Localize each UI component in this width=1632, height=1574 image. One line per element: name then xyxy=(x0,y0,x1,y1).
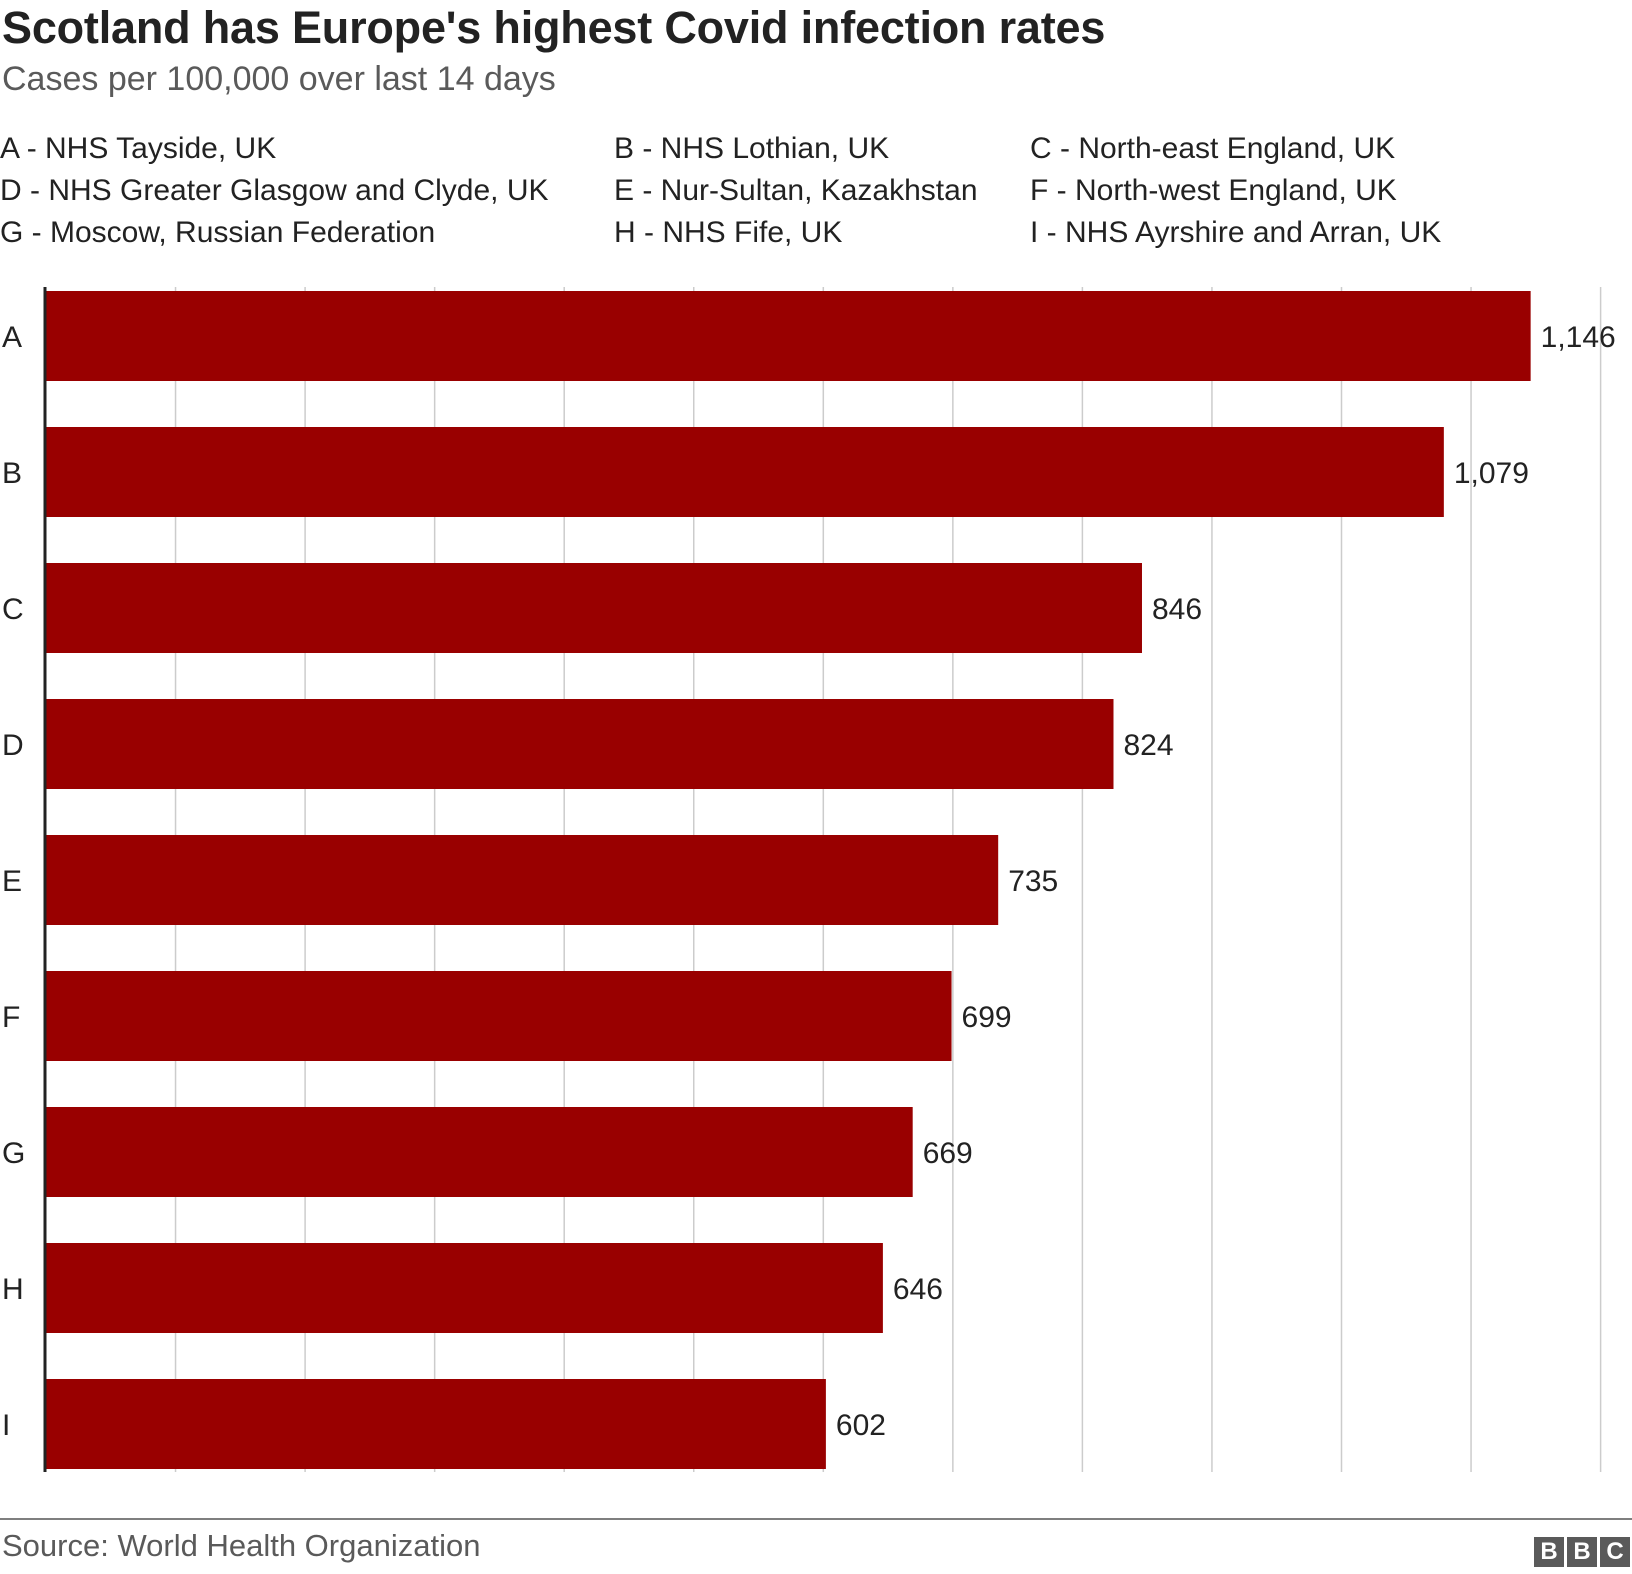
chart-title: Scotland has Europe's highest Covid infe… xyxy=(2,2,1106,53)
bar xyxy=(46,427,1444,517)
value-label: 1,146 xyxy=(1541,321,1616,354)
key-item-h: H - NHS Fife, UK xyxy=(614,216,843,249)
value-label: 735 xyxy=(1008,865,1058,898)
category-label: F xyxy=(2,1001,20,1034)
value-label: 846 xyxy=(1152,593,1202,626)
key-item-f: F - North-west England, UK xyxy=(1030,174,1397,207)
category-label: D xyxy=(2,729,24,762)
bar xyxy=(46,563,1142,653)
value-label: 824 xyxy=(1123,729,1173,762)
bar xyxy=(46,1243,883,1333)
category-label: E xyxy=(2,865,22,898)
bar xyxy=(46,971,952,1061)
value-label: 646 xyxy=(893,1273,943,1306)
key-item-e: E - Nur-Sultan, Kazakhstan xyxy=(614,174,978,207)
logo-letter: C xyxy=(1600,1537,1630,1567)
category-label: B xyxy=(2,457,22,490)
key-item-c: C - North-east England, UK xyxy=(1030,132,1396,165)
bar xyxy=(46,291,1531,381)
key-item-a: A - NHS Tayside, UK xyxy=(0,132,277,165)
bar xyxy=(46,1379,826,1469)
category-label: I xyxy=(2,1409,10,1442)
key-item-d: D - NHS Greater Glasgow and Clyde, UK xyxy=(0,174,549,207)
bar-chart: A 1,146 B 1,079 C 846 D 824 E 735 F 699 G 669 H 646 I 602 xyxy=(2,287,1616,1472)
value-label: 602 xyxy=(836,1409,886,1442)
bar xyxy=(46,1107,913,1197)
category-label: H xyxy=(2,1273,24,1306)
key-item-b: B - NHS Lothian, UK xyxy=(614,132,890,165)
key-item-g: G - Moscow, Russian Federation xyxy=(0,216,436,249)
logo-letter: B xyxy=(1567,1537,1597,1567)
category-label: G xyxy=(2,1137,25,1170)
chart-subtitle: Cases per 100,000 over last 14 days xyxy=(2,60,556,98)
bbc-logo: B B C xyxy=(1534,1537,1630,1567)
bar xyxy=(46,835,999,925)
key-item-i: I - NHS Ayrshire and Arran, UK xyxy=(1030,216,1442,249)
category-label: A xyxy=(2,321,22,354)
category-key: A - NHS Tayside, UK B - NHS Lothian, UK … xyxy=(0,132,1632,262)
value-label: 1,079 xyxy=(1454,457,1529,490)
footer-divider xyxy=(0,1518,1632,1520)
logo-letter: B xyxy=(1534,1537,1564,1567)
bar xyxy=(46,699,1114,789)
category-label: C xyxy=(2,593,24,626)
value-label: 699 xyxy=(962,1001,1012,1034)
value-label: 669 xyxy=(923,1137,973,1170)
source-note: Source: World Health Organization xyxy=(2,1528,481,1563)
